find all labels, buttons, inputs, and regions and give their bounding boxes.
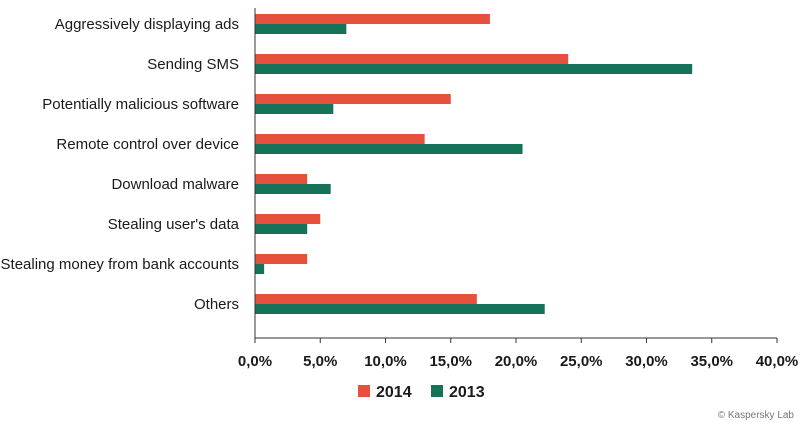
bar-2013: [255, 24, 347, 34]
bar-2013: [255, 264, 265, 274]
bar-2014: [255, 294, 477, 304]
x-tick-label: 5,0%: [303, 353, 337, 370]
bar-2014: [255, 94, 451, 104]
legend-swatch-2014: [358, 385, 370, 397]
bar-2013: [255, 184, 331, 194]
x-axis-ticks: 0,0% 5,0% 10,0% 15,0% 20,0% 25,0% 30,0% 35,0% 40…: [238, 338, 798, 370]
category-label: Sending SMS: [147, 56, 239, 73]
category-label: Stealing user's data: [108, 216, 240, 233]
legend-swatch-2013: [431, 385, 443, 397]
x-tick-label: 15,0%: [429, 353, 472, 370]
x-tick-label: 20,0%: [495, 353, 538, 370]
x-tick-label: 10,0%: [364, 353, 407, 370]
bar-2013: [255, 64, 693, 74]
legend-label-2013: 2013: [449, 384, 485, 401]
bars: [255, 14, 693, 314]
bar-2014: [255, 14, 490, 24]
x-tick-label: 30,0%: [625, 353, 668, 370]
bar-2013: [255, 304, 545, 314]
category-label: Download malware: [111, 176, 239, 193]
category-label: Aggressively displaying ads: [55, 16, 239, 33]
category-labels: Aggressively displaying ads Sending SMS Po…: [1, 16, 240, 313]
bar-2013: [255, 224, 308, 234]
x-tick-label: 0,0%: [238, 353, 272, 370]
bar-2014: [255, 254, 308, 264]
bar-2014: [255, 214, 321, 224]
bar-2014: [255, 134, 425, 144]
category-label: Others: [194, 296, 239, 313]
x-tick-label: 25,0%: [560, 353, 603, 370]
bar-2014: [255, 174, 308, 184]
x-tick-label: 40,0%: [756, 353, 799, 370]
category-label: Remote control over device: [56, 136, 239, 153]
x-tick-label: 35,0%: [690, 353, 733, 370]
legend: 2014 2013: [358, 384, 485, 401]
bar-2014: [255, 54, 569, 64]
bar-2013: [255, 104, 334, 114]
credit-text: © Kaspersky Lab: [717, 410, 794, 421]
legend-label-2014: 2014: [376, 384, 412, 401]
category-label: Stealing money from bank accounts: [1, 256, 239, 273]
category-label: Potentially malicious software: [42, 96, 239, 113]
bar-2013: [255, 144, 523, 154]
